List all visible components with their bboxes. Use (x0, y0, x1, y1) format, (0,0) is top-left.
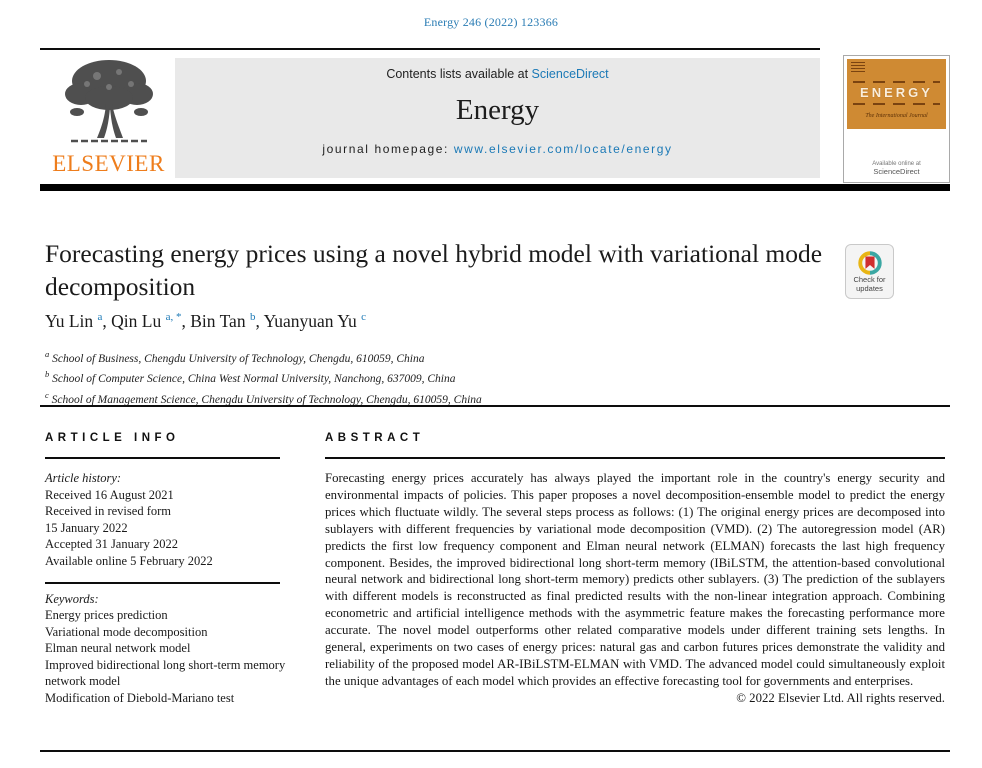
cover-microtext (851, 62, 865, 74)
authors-line: Yu Lin a, Qin Lu a, *, Bin Tan b, Yuanyu… (45, 311, 366, 332)
abstract-heading-rule (325, 457, 945, 459)
badge-label-line1: Check for (853, 275, 886, 284)
badge-label-line2: updates (856, 283, 883, 293)
check-for-updates-badge[interactable]: Check for updates (845, 244, 894, 299)
history-line: 15 January 2022 (45, 520, 128, 535)
footer-rule (40, 750, 950, 752)
author: Bin Tan b, (190, 311, 264, 331)
history-line: Available online 5 February 2022 (45, 553, 213, 568)
abstract-heading: ABSTRACT (325, 432, 425, 444)
journal-cover-thumbnail[interactable]: ENERGY The International Journal Availab… (843, 55, 950, 183)
masthead-top-rule (40, 48, 820, 50)
contents-prefix: Contents lists available at (386, 67, 532, 81)
cover-microtext-row (853, 103, 940, 105)
cover-journal-title: ENERGY (860, 85, 933, 100)
keywords-list: Keywords: Energy prices prediction Varia… (45, 591, 295, 707)
homepage-prefix: journal homepage: (322, 142, 454, 156)
article-info-column: ARTICLE INFO Article history: Received 1… (45, 432, 295, 706)
article-history-label: Article history: (45, 471, 122, 485)
cover-tagline: The International Journal (865, 113, 928, 119)
abstract-text: Forecasting energy prices accurately has… (325, 471, 945, 688)
history-line: Received in revised form (45, 504, 171, 518)
author: Yuanyuan Yu c (263, 311, 366, 331)
homepage-url-link[interactable]: www.elsevier.com/locate/energy (453, 142, 673, 156)
keywords-divider-rule (45, 582, 280, 584)
elsevier-tree-icon (45, 54, 172, 150)
author: Qin Lu a, *, (111, 311, 191, 331)
homepage-line: journal homepage: www.elsevier.com/locat… (175, 142, 820, 156)
history-line: Accepted 31 January 2022 (45, 537, 178, 551)
affiliation: a School of Business, Chengdu University… (45, 349, 425, 365)
keyword: Energy prices prediction (45, 608, 168, 622)
cover-sciencedirect-mark: Available online at ScienceDirect (844, 161, 949, 176)
article-info-heading: ARTICLE INFO (45, 432, 180, 444)
keywords-label: Keywords: (45, 591, 99, 606)
badge-label: Check for updates (846, 275, 893, 293)
article-info-heading-rule (45, 457, 280, 459)
masthead-bottom-rule (40, 184, 950, 191)
keyword: Variational mode decomposition (45, 624, 208, 639)
author: Yu Lin a, (45, 311, 112, 331)
copyright-line: © 2022 Elsevier Ltd. All rights reserved… (736, 690, 945, 705)
sciencedirect-link[interactable]: ScienceDirect (531, 67, 609, 81)
masthead-banner: Contents lists available at ScienceDirec… (175, 58, 820, 178)
affiliation: b School of Computer Science, China West… (45, 369, 456, 386)
keyword: Improved bidirectional long short-term m… (45, 657, 286, 689)
cover-footer-line2: ScienceDirect (873, 167, 920, 176)
page-citation: Energy 246 (2022) 123366 (423, 15, 559, 29)
keyword: Modification of Diebold-Mariano test (45, 690, 235, 705)
crossmark-icon (846, 250, 893, 276)
keyword: Elman neural network model (45, 641, 191, 655)
article-title: Forecasting energy prices using a novel … (45, 239, 823, 301)
elsevier-logo: ELSEVIER (45, 54, 172, 180)
article-history: Article history: Received 16 August 2021… (45, 470, 295, 569)
journal-name: Energy (455, 94, 540, 126)
cover-footer-line1: Available online at (872, 161, 921, 167)
affiliation: c School of Management Science, Chengdu … (45, 389, 482, 406)
cover-microtext-row (853, 81, 940, 83)
cover-orange-panel: ENERGY The International Journal (847, 59, 946, 129)
section-divider-rule (40, 405, 950, 407)
abstract-column: ABSTRACT Forecasting energy prices accur… (325, 432, 945, 706)
contents-line: Contents lists available at ScienceDirec… (175, 67, 820, 81)
affiliations: a School of Business, Chengdu University… (45, 347, 482, 408)
history-line: Received 16 August 2021 (45, 487, 174, 502)
elsevier-wordmark: ELSEVIER (52, 151, 165, 176)
